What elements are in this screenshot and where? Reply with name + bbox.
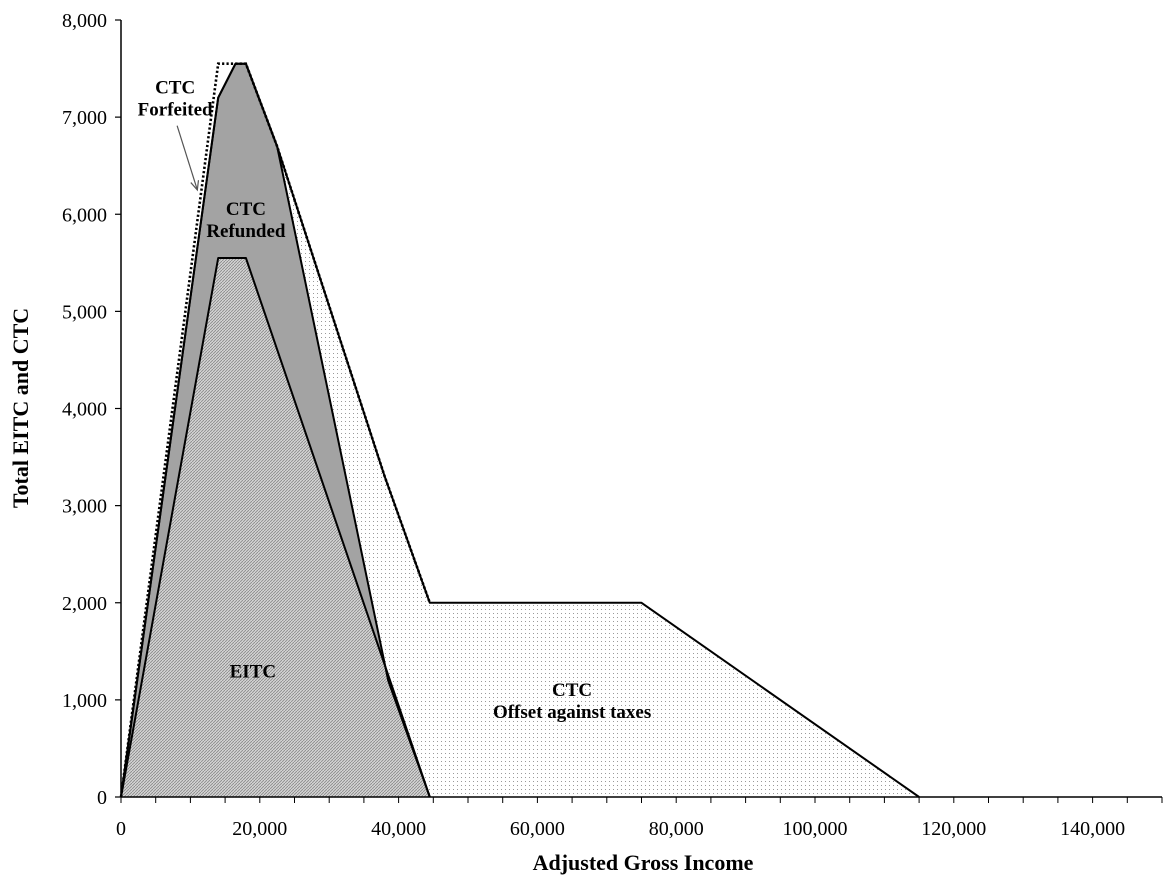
x-tick-label: 120,000	[921, 818, 986, 840]
x-axis-title: Adjusted Gross Income	[533, 850, 754, 875]
y-tick-label: 7,000	[62, 107, 107, 129]
y-tick-label: 3,000	[62, 496, 107, 518]
annotation-arrowhead	[190, 180, 200, 192]
x-tick-label: 100,000	[783, 818, 848, 840]
x-tick-label: 0	[116, 818, 126, 840]
y-tick-label: 4,000	[62, 399, 107, 421]
area-eitc	[121, 258, 430, 797]
label-ctc-refunded-line: CTC	[226, 199, 266, 220]
label-eitc: EITC	[230, 662, 276, 683]
outline-eitc	[120, 257, 431, 798]
y-axis-title: Total EITC and CTC	[8, 308, 33, 508]
y-axis-ticks: 0 1,000 2,000 3,000 4,000 5,000 6,000 7,000 8,00…	[62, 10, 121, 809]
label-ctc-offset-against-taxes-line: CTC	[552, 680, 592, 701]
y-tick-label: 5,000	[62, 301, 107, 323]
x-tick-label: 80,000	[649, 818, 704, 840]
x-tick-label: 140,000	[1060, 818, 1125, 840]
label-ctc-forfeited-line: Forfeited	[138, 100, 213, 121]
label-ctc-forfeited-line: CTC	[155, 78, 195, 99]
y-tick-label: 0	[97, 787, 107, 809]
annotation-arrow-line	[176, 125, 198, 191]
outline-layer	[119, 62, 920, 798]
x-tick-label: 60,000	[510, 818, 565, 840]
y-tick-label: 6,000	[62, 204, 107, 226]
area-layer	[121, 63, 920, 797]
label-ctc-refunded-line: Refunded	[206, 221, 286, 242]
x-axis-ticks: 0 20,000 40,000 60,000 80,000 100,000 120,000 1…	[116, 797, 1163, 840]
x-tick-label: 40,000	[371, 818, 426, 840]
y-tick-label: 2,000	[62, 593, 107, 615]
y-tick-label: 8,000	[62, 10, 107, 32]
outline-ctc-refunded	[120, 62, 431, 798]
label-ctc-offset-against-taxes-line: Offset against taxes	[493, 702, 651, 723]
x-tick-label: 20,000	[232, 818, 287, 840]
y-tick-label: 1,000	[62, 690, 107, 712]
label-eitc-line: EITC	[230, 662, 276, 683]
